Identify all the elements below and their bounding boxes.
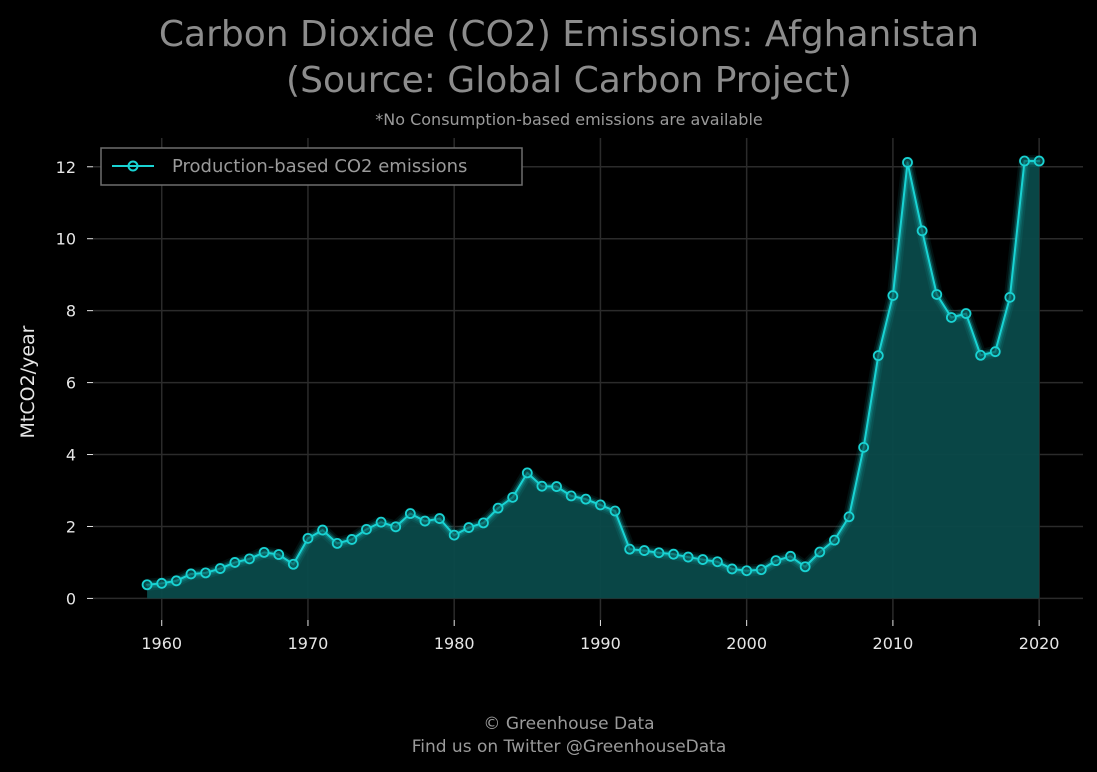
data-point [945, 312, 957, 323]
data-point [609, 505, 621, 517]
data-point [682, 551, 694, 563]
data-point [185, 568, 197, 580]
data-point [346, 534, 358, 545]
data-point [375, 516, 387, 528]
x-tick-label: 2010 [873, 634, 914, 653]
data-point [668, 548, 679, 560]
y-axis-ticks: 0 2 4 6 8 10 12 [56, 158, 93, 608]
data-point [463, 522, 475, 533]
data-point [492, 502, 504, 514]
data-point [887, 290, 899, 301]
y-tick-label: 6 [66, 374, 76, 393]
legend-box [100, 147, 523, 186]
data-point [404, 508, 416, 519]
data-point [902, 157, 913, 168]
y-tick-label: 2 [66, 517, 76, 536]
x-tick-label: 1980 [434, 634, 475, 653]
data-point [331, 537, 343, 549]
data-point [624, 543, 636, 555]
y-tick-label: 12 [56, 158, 76, 177]
footer-copyright: © Greenhouse Data [483, 714, 654, 734]
x-tick-label: 2020 [1019, 634, 1060, 653]
legend: Production-based CO2 emissions [100, 147, 523, 186]
data-point [799, 561, 811, 573]
data-point [448, 529, 460, 541]
y-tick-label: 8 [66, 302, 76, 321]
data-point [565, 490, 577, 502]
y-axis-label: MtCO2/year [17, 325, 39, 438]
data-point [170, 575, 182, 587]
data-point [595, 499, 606, 511]
data-point [478, 517, 489, 529]
y-tick-label: 4 [66, 446, 76, 465]
x-tick-label: 1990 [580, 634, 621, 653]
series-area [147, 161, 1040, 599]
data-point [507, 491, 519, 503]
data-point [317, 524, 328, 536]
data-point [551, 481, 562, 492]
legend-marker-swatch [127, 160, 139, 172]
data-point [770, 555, 782, 567]
data-point [244, 553, 255, 565]
data-point [638, 545, 650, 556]
y-tick-label: 0 [66, 589, 76, 608]
footer-twitter: Find us on Twitter @GreenhouseData [412, 737, 727, 757]
data-point [755, 564, 767, 576]
data-point [1019, 155, 1030, 167]
data-point [726, 563, 738, 575]
data-point [214, 563, 226, 574]
data-point [302, 532, 314, 544]
data-point [229, 557, 241, 568]
data-point [858, 441, 870, 453]
chart-title-line1: Carbon Dioxide (CO2) Emissions: Afghanis… [159, 14, 979, 55]
data-point [434, 513, 445, 524]
data-point [814, 546, 826, 558]
data-point [200, 567, 211, 579]
chart-subtitle: *No Consumption-based emissions are avai… [375, 110, 763, 129]
x-axis-ticks: 1960 1970 1980 1990 2000 2010 2020 [141, 620, 1059, 653]
data-point [390, 521, 402, 533]
data-point [872, 350, 884, 362]
data-point [653, 547, 665, 559]
data-point [1004, 291, 1016, 303]
data-point [975, 349, 987, 361]
data-point [741, 565, 753, 577]
data-point [1033, 155, 1045, 167]
data-point [141, 579, 153, 591]
data-point [989, 346, 1001, 358]
data-point [521, 467, 533, 479]
series-markers [141, 155, 1045, 591]
data-point [156, 577, 168, 589]
y-tick-label: 10 [56, 230, 76, 249]
data-point [712, 556, 723, 568]
data-point [419, 515, 431, 527]
data-point [785, 550, 796, 562]
data-point [258, 546, 270, 558]
data-point [931, 289, 943, 300]
series-area-fill [147, 161, 1040, 599]
data-point [580, 493, 592, 505]
legend-entry-production: Production-based CO2 emissions [172, 156, 467, 177]
data-point [536, 480, 548, 492]
data-point [273, 549, 285, 560]
data-point [697, 554, 709, 565]
x-tick-label: 2000 [726, 634, 767, 653]
data-point [361, 523, 372, 535]
data-point [843, 511, 855, 523]
data-point [829, 534, 840, 546]
x-tick-label: 1970 [288, 634, 329, 653]
data-point [916, 225, 928, 237]
x-tick-label: 1960 [141, 634, 182, 653]
chart-title-line2: (Source: Global Carbon Project) [286, 60, 852, 101]
data-point [287, 558, 299, 570]
data-point [960, 308, 972, 319]
